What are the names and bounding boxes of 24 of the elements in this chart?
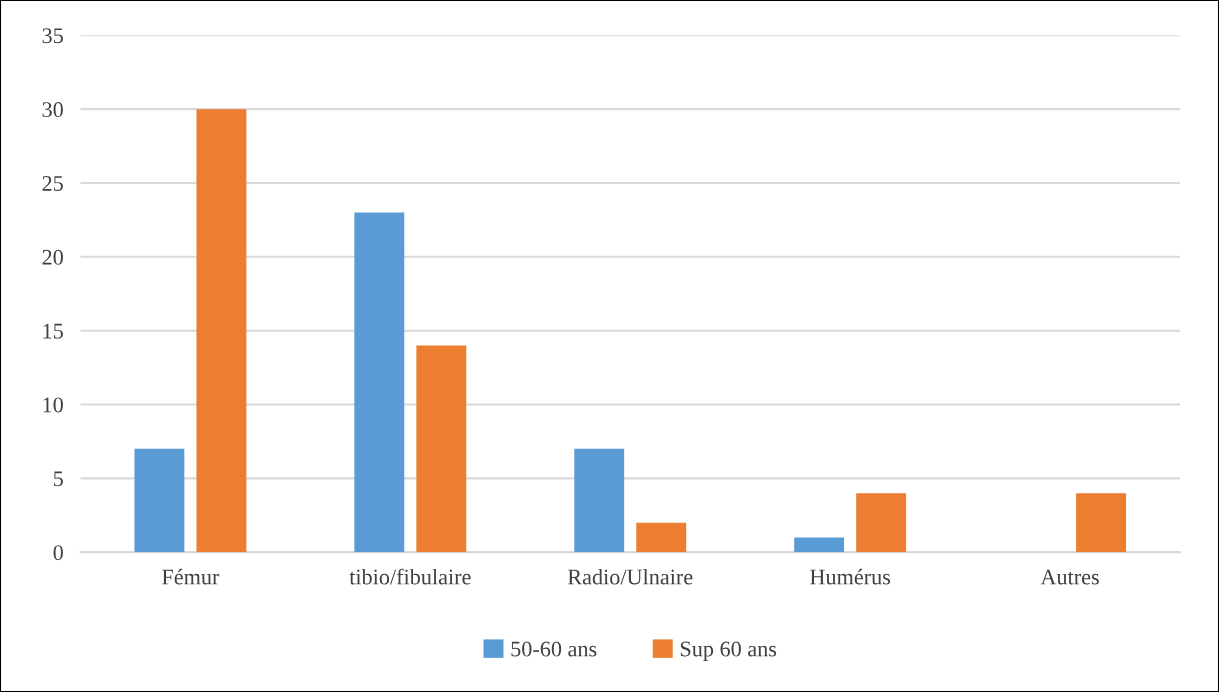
y-tick-label: 35 [42,28,63,44]
bar [856,493,907,553]
y-tick-label: 10 [43,397,63,413]
bar [354,212,405,553]
bar [134,448,185,553]
bar [794,537,845,553]
bar [196,109,247,553]
y-tick-label: 30 [42,102,63,118]
x-tick-label: tibio/fibulaire [349,568,471,585]
x-tick-label: Humérus [810,568,891,585]
bar [574,448,625,553]
x-tick-label: Autres [1040,569,1099,585]
bar [416,345,467,553]
y-tick-label: 15 [43,323,63,339]
x-tick-label: Radio/Ulnaire [567,568,693,585]
y-tick-label: 25 [42,175,63,191]
y-tick-label: 5 [53,471,63,487]
legend-label: Sup 60 ans [680,641,777,662]
bar [636,522,687,553]
y-tick-label: 20 [42,249,63,265]
legend-label: 50-60 ans [511,641,597,657]
y-tick-label: 0 [53,545,63,561]
bar [1076,493,1126,553]
x-tick-label: Fémur [162,568,220,585]
